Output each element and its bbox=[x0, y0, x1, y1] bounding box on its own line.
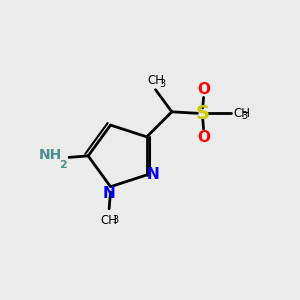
Text: O: O bbox=[197, 130, 210, 145]
Text: 2: 2 bbox=[59, 160, 66, 170]
Text: S: S bbox=[196, 104, 210, 123]
Text: N: N bbox=[147, 167, 160, 182]
Text: O: O bbox=[197, 82, 210, 97]
Text: 3: 3 bbox=[241, 111, 247, 121]
Text: CH: CH bbox=[234, 107, 250, 120]
Text: 3: 3 bbox=[159, 79, 165, 88]
Text: CH: CH bbox=[100, 214, 118, 227]
Text: CH: CH bbox=[147, 74, 164, 87]
Text: 3: 3 bbox=[112, 215, 118, 225]
Text: NH: NH bbox=[38, 148, 62, 162]
Text: N: N bbox=[103, 186, 116, 201]
